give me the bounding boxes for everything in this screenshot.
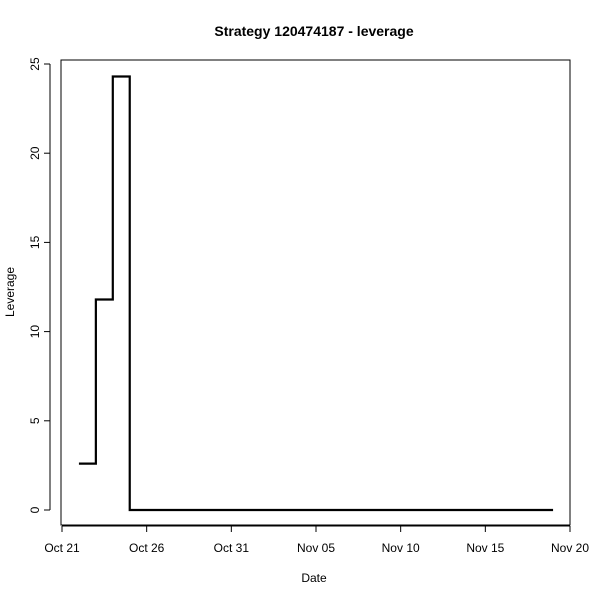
x-tick-label: Nov 10 bbox=[382, 541, 420, 555]
x-tick-label: Oct 31 bbox=[214, 541, 250, 555]
x-tick-label: Oct 26 bbox=[129, 541, 165, 555]
x-axis: Oct 21 Oct 26 Oct 31 Nov 05 Nov 10 Nov 15 Nov … bbox=[44, 526, 589, 555]
x-tick-label: Nov 20 bbox=[551, 541, 589, 555]
chart-title: Strategy 120474187 - leverage bbox=[214, 23, 413, 39]
y-axis-label: Leverage bbox=[3, 267, 17, 317]
y-tick-label: 25 bbox=[28, 57, 42, 71]
series-layer bbox=[79, 76, 553, 510]
x-tick-label: Nov 05 bbox=[297, 541, 335, 555]
series-line bbox=[79, 76, 553, 510]
y-tick-label: 5 bbox=[28, 417, 42, 424]
plot-frame bbox=[61, 60, 570, 525]
x-axis-label: Date bbox=[301, 571, 327, 585]
x-tick-label: Nov 15 bbox=[466, 541, 504, 555]
y-tick-label: 10 bbox=[28, 325, 42, 339]
x-tick-label: Oct 21 bbox=[44, 541, 80, 555]
y-axis: 0 5 10 15 20 25 bbox=[28, 57, 50, 513]
y-tick-label: 20 bbox=[28, 146, 42, 160]
y-tick-label: 15 bbox=[28, 235, 42, 249]
y-tick-label: 0 bbox=[28, 506, 42, 513]
